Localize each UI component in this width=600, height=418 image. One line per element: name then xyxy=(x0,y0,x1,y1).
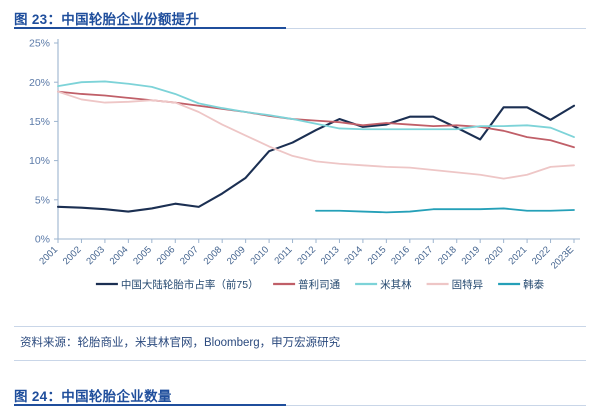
y-axis-tick-label: 10% xyxy=(29,155,50,167)
figure-24-title: 图 24：中国轮胎企业数量 xyxy=(14,389,172,404)
x-axis-tick-label: 2017 xyxy=(413,244,436,267)
x-axis-tick-label: 2010 xyxy=(248,244,271,267)
legend-label: 普利司通 xyxy=(298,278,340,291)
y-axis-tick-label: 5% xyxy=(35,194,50,206)
y-axis-tick-label: 25% xyxy=(29,38,50,50)
x-axis-tick-label: 2006 xyxy=(155,244,178,267)
legend-label: 韩泰 xyxy=(523,278,545,291)
x-axis-tick-label: 2003 xyxy=(84,244,107,267)
line-chart: 0%5%10%15%20%25% 2001 2002 2003 2004 2005 200… xyxy=(29,38,580,291)
series-line xyxy=(57,80,575,138)
x-axis-tick-label: 2001 xyxy=(37,244,60,267)
source-divider-bottom xyxy=(14,360,586,361)
series-line xyxy=(57,90,575,149)
y-axis-tick-label: 15% xyxy=(29,116,50,128)
x-axis-tick-label: 2005 xyxy=(131,244,154,267)
legend-label: 中国大陆轮胎市占率（前75） xyxy=(121,278,259,291)
x-axis-tick-label: 2021 xyxy=(506,244,529,267)
source-row: 资料来源：轮胎商业，米其林官网，Bloomberg，申万宏源研究 xyxy=(0,326,600,364)
x-axis-tick-label: 2002 xyxy=(61,244,84,267)
source-divider-top xyxy=(14,326,586,327)
figure-23-thin-rule xyxy=(286,28,586,29)
x-axis-tick-label: 2011 xyxy=(272,244,294,266)
chart-panel: 0% 5% 10% 15% 20% 25% 2001 2002 2003 2004 2005 200… xyxy=(14,32,586,322)
x-axis-tick-label: 2019 xyxy=(460,244,483,267)
x-axis-tick-label: 2004 xyxy=(108,244,131,267)
y-axis-tick-label: 0% xyxy=(35,234,50,246)
series-line xyxy=(315,207,575,214)
x-axis-tick-label: 2018 xyxy=(436,244,459,267)
chart-series-group xyxy=(56,80,576,214)
x-axis: 2001 2002 2003 2004 2005 2006 2007 2008 2009 2010… xyxy=(37,238,580,272)
source-note: 资料来源：轮胎商业，米其林官网，Bloomberg，申万宏源研究 xyxy=(20,337,341,349)
y-axis: 0% 5% 10% 15% 20% 25% xyxy=(29,38,59,246)
y-axis-tick-label: 20% xyxy=(29,77,50,89)
x-axis-tick-label: 2016 xyxy=(389,244,412,267)
x-axis-tick-label: 2008 xyxy=(202,244,225,267)
chart-legend: 中国大陆轮胎市占率（前75） 普利司通 米其林 固特异 韩泰 xyxy=(95,278,545,291)
x-axis-tick-label: 2009 xyxy=(225,244,248,267)
figure-23-title: 图 23：中国轮胎企业份额提升 xyxy=(14,12,200,27)
figure-24-thin-rule xyxy=(286,405,586,406)
x-axis-tick-label: 2023E xyxy=(549,244,576,271)
figure-24-accent-bar xyxy=(14,404,286,406)
figure-23-accent-bar xyxy=(14,27,286,29)
x-axis-tick-label: 2012 xyxy=(295,244,318,267)
series-line xyxy=(56,104,576,213)
figure-24-header: 图 24：中国轮胎企业数量 xyxy=(0,382,600,412)
legend-label: 米其林 xyxy=(380,278,412,291)
x-axis-tick-label: 2014 xyxy=(342,244,365,267)
legend-label: 固特异 xyxy=(452,279,484,291)
series-line xyxy=(57,90,575,180)
x-axis-tick-label: 2020 xyxy=(483,244,506,267)
figure-23-header: 图 23：中国轮胎企业份额提升 xyxy=(0,6,600,32)
x-axis-tick-label: 2007 xyxy=(178,244,201,267)
x-axis-tick-label: 2015 xyxy=(366,244,389,267)
x-axis-tick-label: 2013 xyxy=(319,244,342,267)
